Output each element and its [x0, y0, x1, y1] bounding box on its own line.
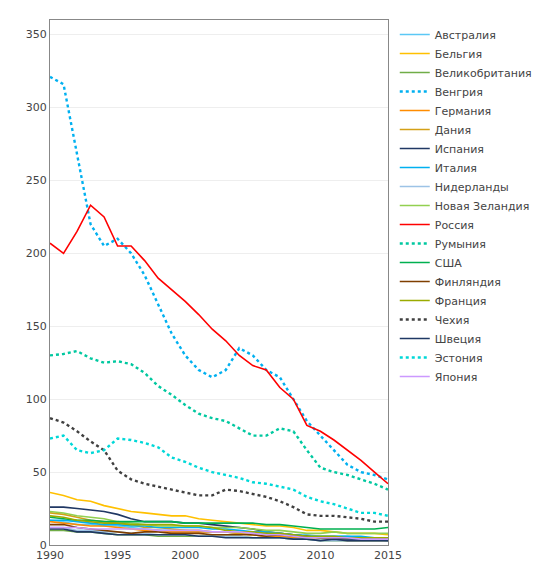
svg-text:Румыния: Румыния [435, 238, 486, 251]
svg-text:300: 300 [26, 101, 47, 114]
svg-text:100: 100 [26, 393, 47, 406]
svg-text:Финляндия: Финляндия [435, 276, 501, 289]
svg-text:Испания: Испания [435, 143, 484, 156]
svg-text:Чехия: Чехия [435, 314, 470, 327]
svg-text:350: 350 [26, 28, 47, 41]
svg-text:Бельгия: Бельгия [435, 48, 482, 61]
svg-text:США: США [435, 257, 462, 270]
svg-text:Германия: Германия [435, 105, 491, 118]
svg-text:2010: 2010 [306, 549, 334, 562]
svg-text:Новая Зеландия: Новая Зеландия [435, 200, 530, 213]
svg-text:0: 0 [40, 539, 47, 552]
svg-text:Эстония: Эстония [435, 352, 483, 365]
svg-text:Франция: Франция [435, 295, 487, 308]
svg-text:250: 250 [26, 174, 47, 187]
svg-text:1995: 1995 [104, 549, 132, 562]
svg-text:Россия: Россия [435, 219, 474, 232]
svg-text:50: 50 [33, 466, 47, 479]
svg-text:Италия: Италия [435, 162, 477, 175]
svg-text:Венгрия: Венгрия [435, 86, 483, 99]
svg-text:Австралия: Австралия [435, 29, 496, 42]
svg-text:Япония: Япония [435, 371, 478, 384]
svg-text:Дания: Дания [435, 124, 471, 137]
svg-text:2000: 2000 [171, 549, 199, 562]
svg-text:Нидерланды: Нидерланды [435, 181, 509, 194]
svg-text:2005: 2005 [239, 549, 267, 562]
svg-text:200: 200 [26, 247, 47, 260]
svg-text:2015: 2015 [374, 549, 402, 562]
svg-text:Великобритания: Великобритания [435, 67, 532, 80]
svg-text:150: 150 [26, 320, 47, 333]
svg-text:1990: 1990 [36, 549, 64, 562]
svg-text:Швеция: Швеция [435, 333, 481, 346]
